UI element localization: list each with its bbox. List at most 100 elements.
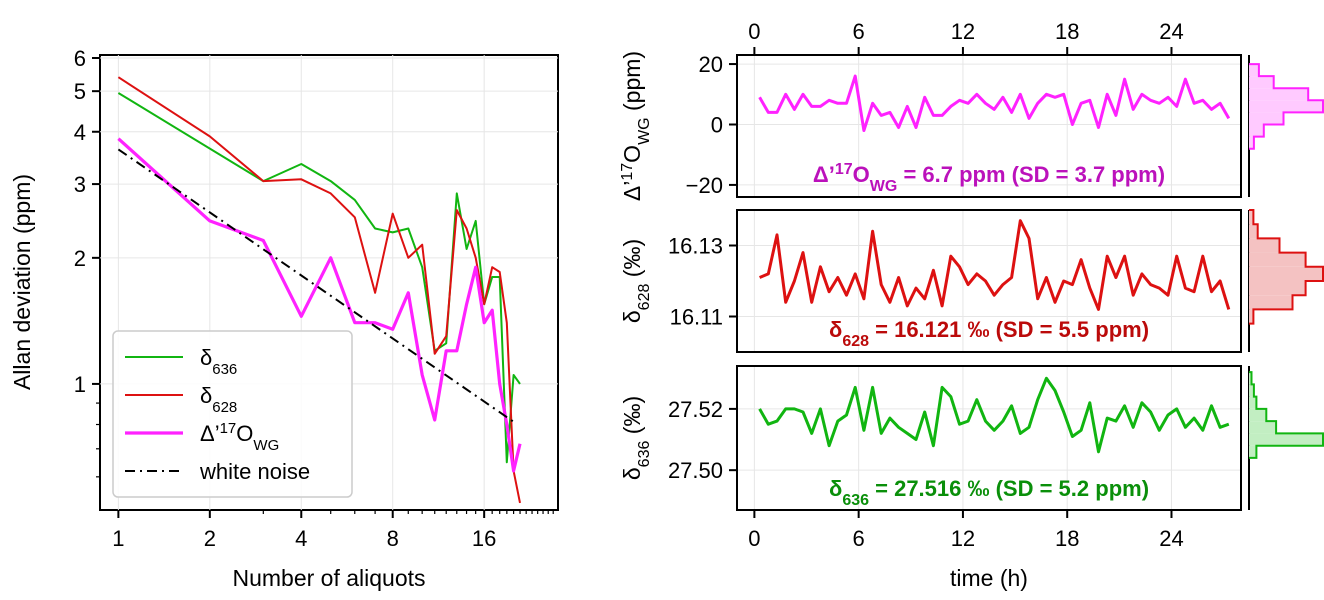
panel-y-axis-label: δ636 (‰) <box>619 396 653 480</box>
label-rest: (ppm) <box>619 51 645 117</box>
histogram-bar <box>1249 210 1254 225</box>
y-tick-label: 6 <box>74 46 86 71</box>
label-subscript: 636 <box>636 441 653 468</box>
top-x-tick-label: 24 <box>1159 19 1183 44</box>
label-main: δ <box>619 310 645 323</box>
label-main: Δ’ <box>813 162 835 187</box>
time-series-panels: 200−200 6 12 18 24Δ’17OWG (ppm)Δ’17OWG = 6.7… <box>619 19 1324 591</box>
histogram-bar <box>1249 421 1277 434</box>
legend-label: δ636 <box>200 345 237 378</box>
time-x-axis-label: time (h) <box>950 565 1028 591</box>
label-main-2: O <box>236 421 253 446</box>
label-subscript: 636 <box>842 492 869 509</box>
label-main: δ <box>829 476 842 501</box>
histogram-bar <box>1249 396 1257 409</box>
label-rest: (‰) <box>619 239 645 284</box>
histogram-bar <box>1249 88 1309 101</box>
label-subscript: 628 <box>842 333 869 350</box>
bottom-x-tick-label: 12 <box>951 526 975 551</box>
x-tick-label: 1 <box>112 526 124 551</box>
legend-label: white noise <box>199 459 310 484</box>
label-subscript: WG <box>870 178 898 195</box>
label-subscript: WG <box>636 117 653 145</box>
series-line <box>117 148 515 423</box>
time-series-line <box>758 376 1230 454</box>
y-tick-label: 4 <box>74 120 86 145</box>
label-main: Δ’ <box>619 181 645 201</box>
histogram-bar <box>1249 384 1254 397</box>
legend-label: δ628 <box>200 383 237 416</box>
y-tick-label: 27.50 <box>668 458 723 483</box>
label-main: white noise <box>199 459 310 484</box>
histogram-bar <box>1249 112 1284 125</box>
label-main: Δ’ <box>200 421 220 446</box>
allan-series <box>117 76 522 504</box>
label-rest: = 27.516 ‰ (SD = 5.2 ppm) <box>869 476 1149 501</box>
histogram-outline <box>1249 63 1324 150</box>
histogram-bar <box>1249 445 1257 458</box>
marginal-histogram <box>1248 366 1324 510</box>
bottom-x-tick-label: 24 <box>1159 526 1183 551</box>
panel-annotation: δ628 = 16.121 ‰ (SD = 5.5 ppm) <box>829 317 1149 350</box>
label-rest: = 16.121 ‰ (SD = 5.5 ppm) <box>869 317 1149 342</box>
allan-y-ticks: 1 2 3 4 5 6 <box>74 46 100 478</box>
top-x-tick-label: 0 <box>748 19 760 44</box>
time-series-panel-1: 200−200 6 12 18 24Δ’17OWG (ppm)Δ’17OWG = 6.7… <box>619 19 1324 201</box>
marginal-histogram <box>1248 209 1324 352</box>
histogram-bar <box>1249 76 1274 89</box>
y-tick-label: 20 <box>699 52 723 77</box>
histogram-bar <box>1249 266 1323 281</box>
x-tick-label: 4 <box>295 526 307 551</box>
y-tick-label: 16.11 <box>670 305 723 330</box>
label-rest: (‰) <box>619 396 645 441</box>
label-main: δ <box>200 345 212 370</box>
panel-annotation: Δ’17OWG = 6.7 ppm (SD = 3.7 ppm) <box>813 161 1165 195</box>
histogram-bar <box>1249 433 1323 446</box>
label-subscript: WG <box>253 437 279 454</box>
allan-plot-frame <box>99 54 559 511</box>
panel-y-axis-label: δ628 (‰) <box>619 239 653 323</box>
bottom-x-tick-label: 18 <box>1055 526 1079 551</box>
panel-annotation: δ636 = 27.516 ‰ (SD = 5.2 ppm) <box>829 476 1149 509</box>
y-tick-label: 5 <box>74 79 86 104</box>
label-subscript: 628 <box>636 284 653 311</box>
histogram-bar <box>1249 408 1267 422</box>
histogram-bar <box>1249 309 1254 324</box>
histogram-bar <box>1249 136 1254 149</box>
y-tick-label: 2 <box>74 246 86 271</box>
label-main-2: O <box>619 145 645 163</box>
y-tick-label: −20 <box>686 173 723 198</box>
x-tick-label: 2 <box>204 526 216 551</box>
marginal-histogram <box>1248 55 1324 197</box>
label-superscript: 17 <box>835 161 853 178</box>
allan-deviation-panel: 1 2 4 8 16 1 2 3 4 5 6 Number of aliquots Allan d… <box>9 46 559 591</box>
legend-box <box>112 330 353 498</box>
panel-frame <box>736 209 1242 353</box>
bottom-x-tick-label: 0 <box>748 526 760 551</box>
y-tick-label: 1 <box>74 372 86 397</box>
panel-y-axis-label: Δ’17OWG (ppm) <box>619 51 653 201</box>
time-series-line <box>758 74 1231 132</box>
y-tick-label: 16.13 <box>668 234 723 259</box>
label-main: δ <box>829 317 842 342</box>
top-x-tick-label: 18 <box>1055 19 1079 44</box>
time-series-line <box>759 219 1231 311</box>
label-superscript: 17 <box>220 420 237 437</box>
panel-frame <box>736 54 1242 198</box>
top-x-tick-label: 6 <box>853 19 865 44</box>
histogram-bar <box>1249 238 1280 253</box>
label-subscript: 636 <box>212 361 237 378</box>
label-main-2: O <box>853 162 870 187</box>
histogram-bar <box>1249 64 1259 77</box>
allan-y-axis-label: Allan deviation (ppm) <box>9 174 35 390</box>
label-subscript: 628 <box>212 399 237 416</box>
histogram-outline <box>1249 371 1324 459</box>
legend-label: Δ’17OWG <box>200 420 279 454</box>
x-tick-label: 16 <box>472 526 496 551</box>
bottom-x-tick-label: 6 <box>853 526 865 551</box>
x-tick-label: 8 <box>387 526 399 551</box>
label-main: δ <box>619 467 645 480</box>
top-x-tick-label: 12 <box>951 19 975 44</box>
